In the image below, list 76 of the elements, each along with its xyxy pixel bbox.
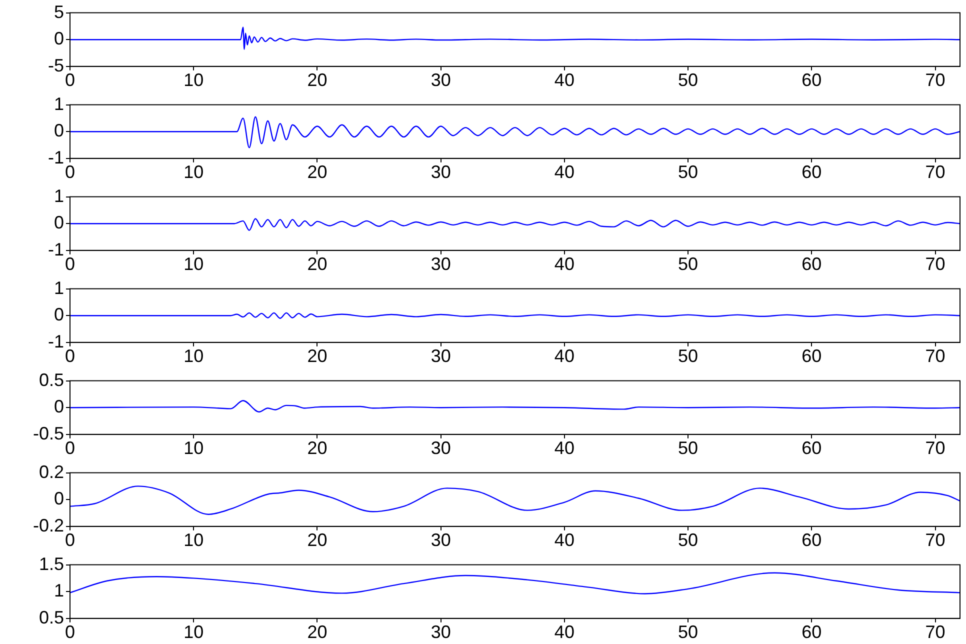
x-tick-label: 30 — [430, 622, 451, 642]
y-tick-label: 0 — [54, 212, 64, 233]
x-tick-label: 20 — [307, 346, 328, 366]
y-tick-label: -1 — [48, 331, 64, 352]
x-tick-label: 60 — [802, 622, 822, 642]
x-tick-label: 60 — [802, 162, 822, 182]
x-tick-label: 40 — [554, 530, 574, 550]
y-tick-label: 0 — [54, 304, 64, 325]
y-tick-label: 1 — [54, 580, 64, 601]
x-tick-label: 40 — [554, 346, 574, 366]
x-tick-label: 10 — [184, 70, 204, 90]
x-tick-label: 30 — [430, 438, 451, 458]
x-tick-label: 60 — [802, 70, 822, 90]
x-tick-label: 50 — [678, 530, 698, 550]
x-tick-label: 40 — [554, 622, 574, 642]
x-tick-label: 30 — [430, 162, 451, 182]
line-series — [70, 116, 960, 148]
x-tick-label: 20 — [307, 530, 328, 550]
x-tick-label: 30 — [430, 530, 451, 550]
x-tick-label: 40 — [554, 254, 574, 274]
x-tick-label: 20 — [307, 162, 328, 182]
y-tick-label: 0 — [54, 120, 64, 141]
line-series — [70, 218, 960, 231]
line-series — [70, 400, 960, 412]
x-tick-label: 30 — [430, 254, 451, 274]
x-tick-label: 60 — [802, 438, 822, 458]
x-tick-label: 70 — [925, 346, 946, 366]
x-tick-label: 60 — [802, 530, 822, 550]
y-tick-label: 1 — [54, 278, 64, 298]
x-tick-label: 50 — [678, 622, 698, 642]
x-tick-label: 40 — [554, 162, 574, 182]
y-tick-label: -1 — [48, 147, 64, 168]
y-tick-label: -5 — [48, 55, 64, 76]
y-tick-label: -1 — [48, 239, 64, 260]
y-tick-label: -0.5 — [32, 423, 64, 444]
y-tick-label: 5 — [54, 2, 64, 22]
x-tick-label: 60 — [802, 254, 822, 274]
x-tick-label: 20 — [307, 70, 328, 90]
x-tick-label: 30 — [430, 346, 451, 366]
x-tick-label: 20 — [307, 438, 328, 458]
x-tick-label: 10 — [184, 438, 204, 458]
line-series — [70, 572, 960, 594]
y-tick-label: -0.2 — [32, 515, 64, 536]
y-tick-label: 0 — [54, 28, 64, 49]
x-tick-label: 70 — [925, 254, 946, 274]
x-tick-label: 70 — [925, 162, 946, 182]
x-tick-label: 50 — [678, 346, 698, 366]
y-tick-label: 0 — [54, 488, 64, 509]
x-tick-label: 50 — [678, 254, 698, 274]
x-tick-label: 20 — [307, 622, 328, 642]
x-tick-label: 40 — [554, 70, 574, 90]
x-tick-label: 70 — [925, 438, 946, 458]
y-tick-label: 0.5 — [38, 370, 64, 390]
line-series — [70, 486, 960, 515]
x-tick-label: 50 — [678, 438, 698, 458]
x-tick-label: 60 — [802, 346, 822, 366]
x-tick-label: 70 — [925, 622, 946, 642]
x-tick-label: 40 — [554, 438, 574, 458]
x-tick-label: 50 — [678, 162, 698, 182]
y-tick-label: 1 — [54, 94, 64, 114]
x-tick-label: 10 — [184, 530, 204, 550]
x-tick-label: 10 — [184, 622, 204, 642]
x-tick-label: 20 — [307, 254, 328, 274]
y-tick-label: 1.5 — [38, 554, 64, 574]
y-tick-label: 1 — [54, 186, 64, 206]
y-tick-label: 0.5 — [38, 607, 64, 628]
x-tick-label: 10 — [184, 346, 204, 366]
x-tick-label: 10 — [184, 162, 204, 182]
x-tick-label: 70 — [925, 70, 946, 90]
y-tick-label: 0 — [54, 396, 64, 417]
y-tick-label: 0.2 — [38, 462, 64, 482]
x-tick-label: 50 — [678, 70, 698, 90]
line-series — [70, 26, 960, 50]
x-tick-label: 70 — [925, 530, 946, 550]
x-tick-label: 10 — [184, 254, 204, 274]
x-tick-label: 30 — [430, 70, 451, 90]
